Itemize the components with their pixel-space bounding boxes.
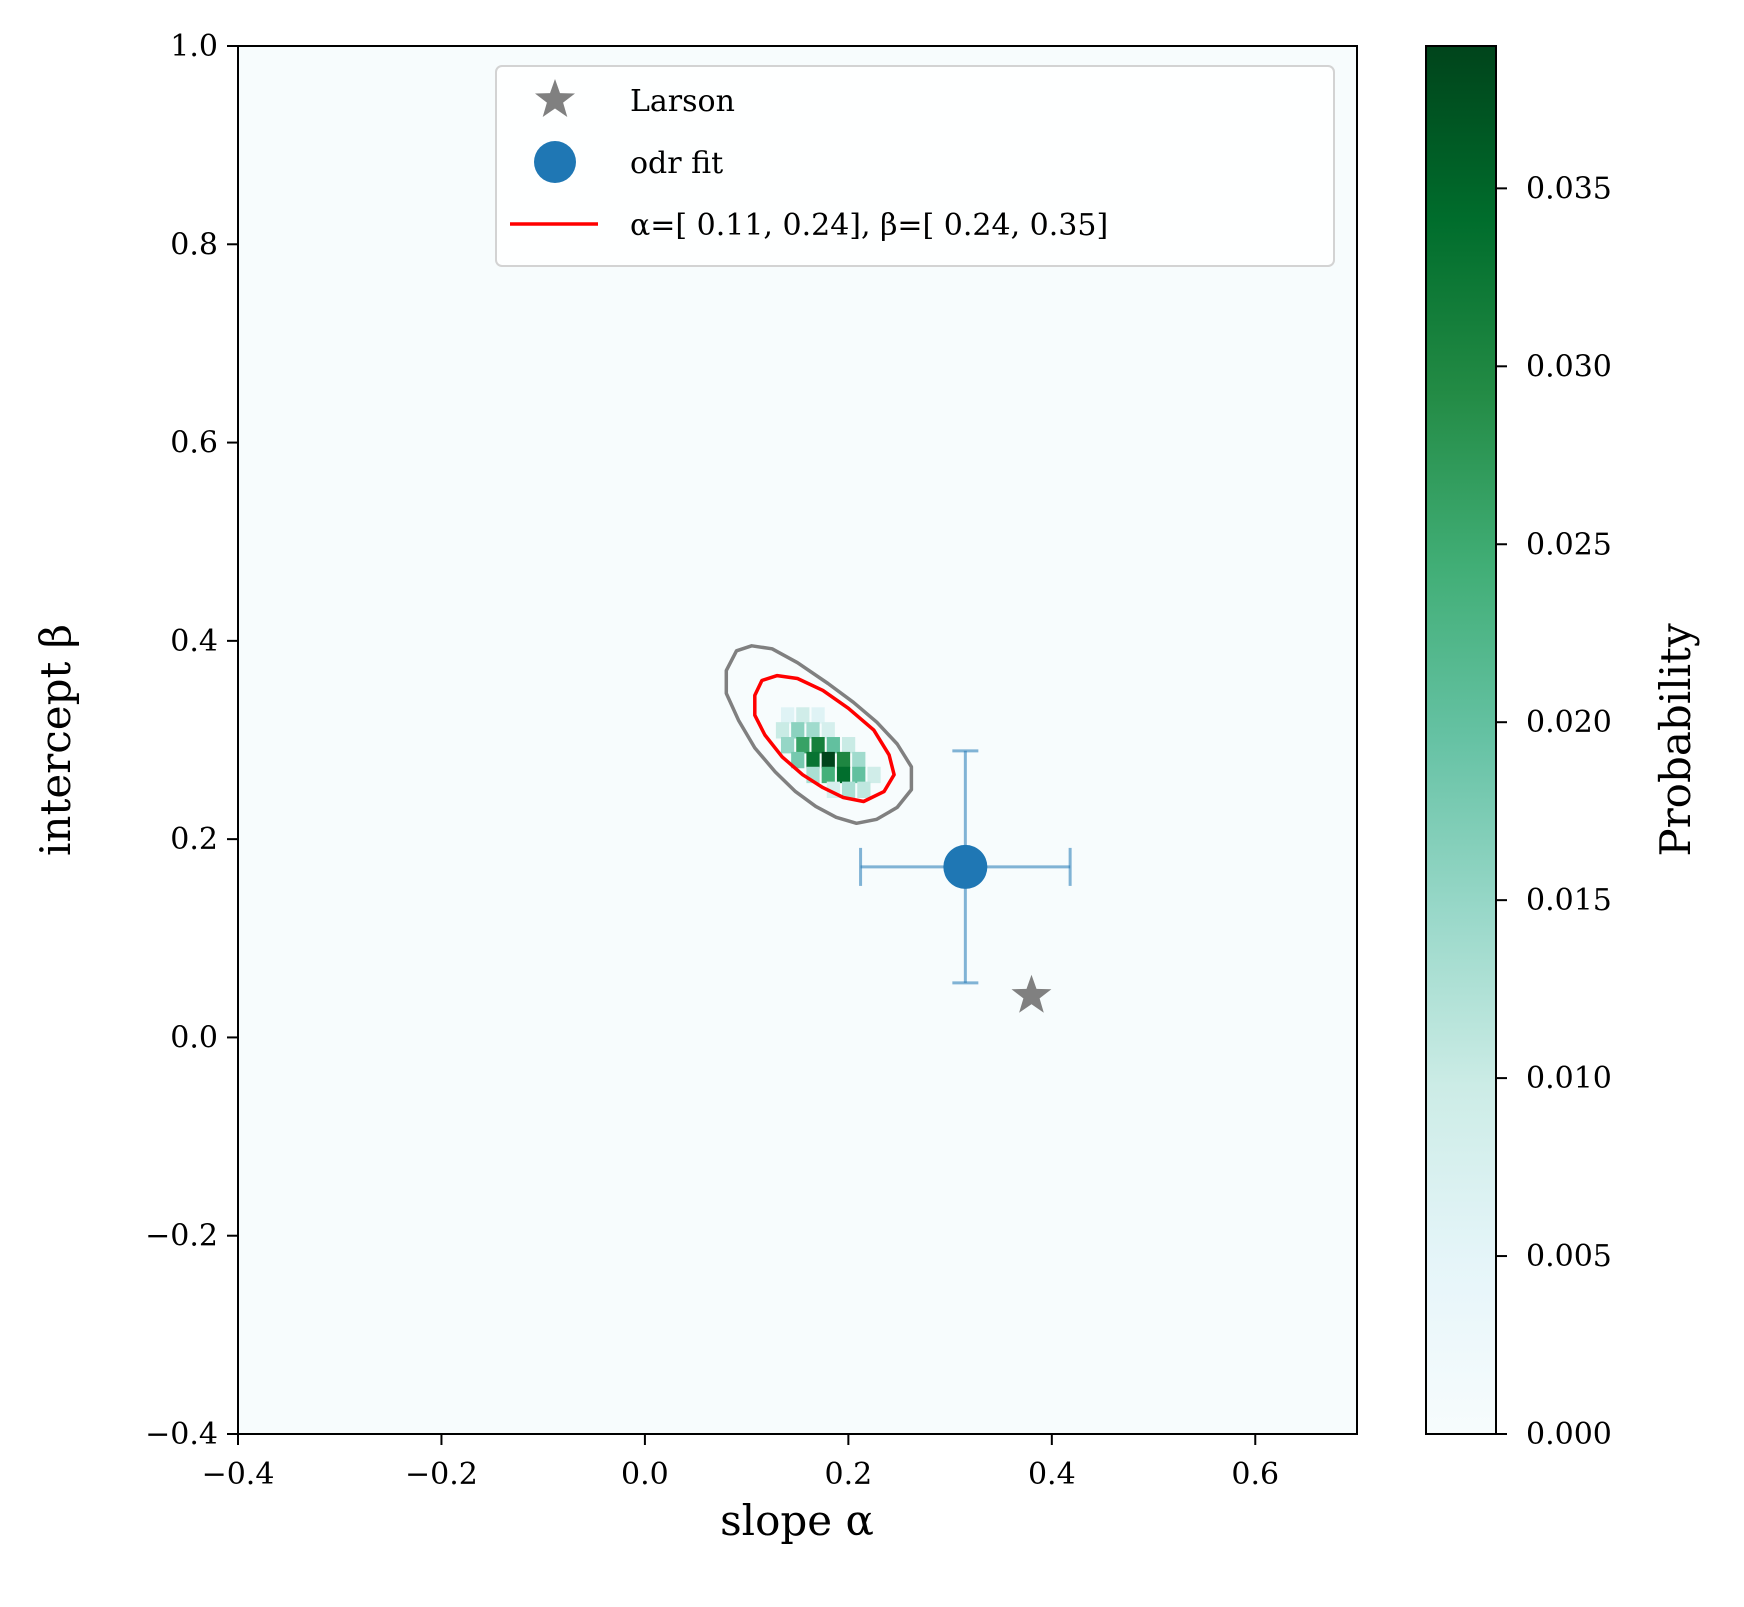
colorbar-tick-label: 0.010	[1526, 1061, 1612, 1096]
x-axis-label: slope α	[720, 1496, 874, 1545]
heatmap-cell	[780, 737, 795, 754]
odr-fit-point	[943, 844, 988, 889]
contour-red-credible	[753, 673, 896, 804]
heatmap-cell	[852, 766, 866, 784]
x-tick-label: 0.0	[621, 1457, 669, 1492]
colorbar-tick-label: 0.025	[1526, 527, 1612, 562]
colorbar-tick-label: 0.030	[1526, 349, 1612, 384]
heatmap-cell	[821, 722, 835, 739]
heatmap-cell	[796, 737, 810, 754]
x-tick-label: 0.2	[825, 1457, 873, 1492]
colorbar-ticks: 0.000 0.005 0.010 0.015 0.020 0.025 0.030 0.035	[1496, 171, 1612, 1452]
y-tick-label: 0.0	[170, 1020, 218, 1055]
heatmap-cell	[796, 707, 810, 724]
heatmap-cell	[867, 766, 881, 784]
legend: Larson odr fit α=[ 0.11, 0.24], β=[ 0.24…	[495, 65, 1335, 267]
y-tick-label: 0.6	[170, 426, 218, 461]
colorbar-label: Probability	[1651, 623, 1700, 857]
y-tick-label: −0.2	[145, 1219, 218, 1254]
y-tick-label: 0.4	[170, 624, 218, 659]
colorbar-tick-label: 0.015	[1526, 883, 1612, 918]
heatmap-cell	[836, 766, 851, 784]
colorbar-tick-label: 0.000	[1526, 1417, 1612, 1452]
legend-star-icon	[535, 79, 575, 117]
x-tick-label: −0.2	[405, 1457, 478, 1492]
legend-label-larson: Larson	[630, 84, 735, 119]
y-tick-label: 0.8	[170, 227, 218, 262]
y-axis-ticks: −0.4 −0.2 0.0 0.2 0.4 0.6 0.8 1.0	[145, 29, 238, 1452]
contour-outer	[724, 644, 914, 826]
heatmap-cell	[806, 751, 820, 769]
y-tick-label: 1.0	[170, 29, 218, 64]
colorbar-gradient	[1425, 45, 1497, 1435]
marker-layer	[859, 749, 1072, 1013]
heatmap-cell	[842, 781, 856, 799]
heatmap-cell	[857, 781, 871, 799]
heatmap-cell	[780, 707, 795, 724]
colorbar-tick-label: 0.035	[1526, 171, 1612, 206]
heatmap-cell	[791, 751, 805, 769]
plot-frame	[237, 45, 1358, 1435]
heatmap-cell	[811, 737, 825, 754]
heatmap-cells	[775, 707, 881, 799]
x-tick-label: 0.6	[1231, 1457, 1279, 1492]
colorbar-tick-label: 0.005	[1526, 1239, 1612, 1274]
heatmap-cell	[842, 737, 856, 754]
heatmap-cell	[811, 707, 825, 724]
y-tick-label: −0.4	[145, 1417, 218, 1452]
heatmap-cell	[852, 751, 866, 769]
heatmap-cell	[791, 722, 805, 739]
x-axis-ticks: −0.4 −0.2 0.0 0.2 0.4 0.6	[202, 1434, 1279, 1492]
heatmap-cell	[806, 722, 820, 739]
heatmap-cell	[826, 737, 840, 754]
y-tick-label: 0.2	[170, 822, 218, 857]
heatmap-cell	[821, 766, 835, 784]
heatmap-cell	[775, 722, 790, 739]
legend-label-credible-interval: α=[ 0.11, 0.24], β=[ 0.24, 0.35]	[630, 208, 1108, 243]
legend-box	[495, 65, 1335, 267]
heatmap-cell	[821, 751, 835, 769]
x-tick-label: −0.4	[202, 1457, 275, 1492]
colorbar-tick-label: 0.020	[1526, 705, 1612, 740]
contour-layer	[724, 644, 914, 826]
x-tick-label: 0.4	[1028, 1457, 1076, 1492]
legend-circle-icon	[534, 141, 576, 183]
y-axis-label: intercept β	[31, 624, 80, 856]
larson-point	[1011, 974, 1052, 1013]
heatmap-cell	[836, 751, 851, 769]
legend-label-odr-fit: odr fit	[630, 146, 723, 181]
